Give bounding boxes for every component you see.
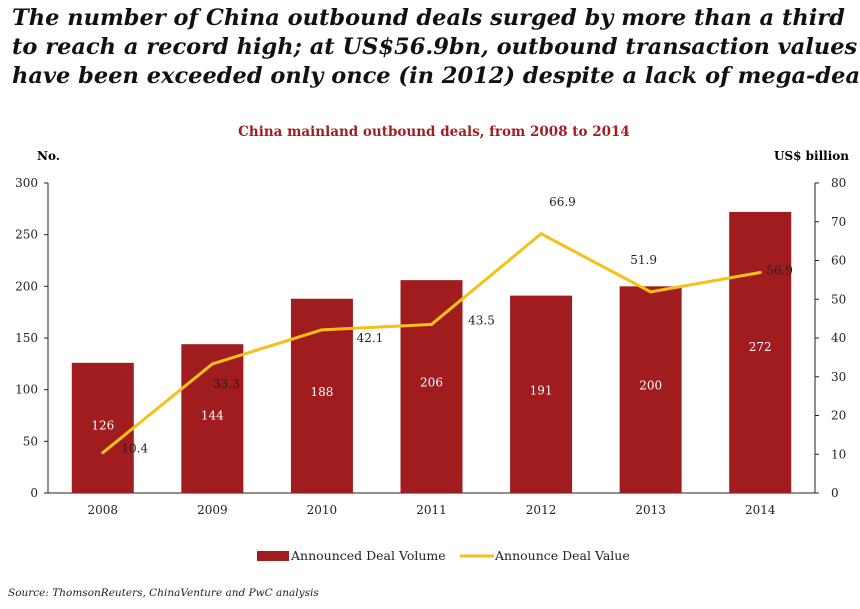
- headline-line-3: have been exceeded only once (in 2012) d…: [12, 63, 860, 89]
- line-series: [101, 232, 762, 455]
- legend-label-volume: Announced Deal Volume: [290, 548, 446, 563]
- source-note: Source: ThomsonReuters, ChinaVenture and…: [8, 587, 319, 599]
- legend-label-value: Announce Deal Value: [494, 548, 630, 563]
- bar: [71, 362, 134, 493]
- left-tick-label: 250: [15, 228, 38, 242]
- right-tick-label: 10: [831, 447, 846, 461]
- bar-value-label: 191: [530, 383, 553, 397]
- left-tick-label: 0: [30, 486, 38, 500]
- x-tick-label: 2012: [526, 503, 557, 517]
- line-point: [539, 232, 543, 236]
- line-value-label: 10.4: [121, 442, 148, 456]
- line-point: [430, 322, 433, 326]
- right-tick-label: 20: [831, 409, 846, 423]
- line-value-label: 33.3: [213, 377, 240, 391]
- legend-swatch-bar: [257, 551, 289, 561]
- left-axis-title: No.: [37, 149, 60, 163]
- legend: Announced Deal Volume Announce Deal Value: [257, 548, 630, 563]
- left-tick-label: 300: [15, 176, 38, 190]
- x-tick-label: 2010: [307, 503, 338, 517]
- bar: [181, 344, 244, 493]
- x-tick-label: 2013: [635, 503, 666, 517]
- right-tick-label: 60: [831, 254, 846, 268]
- right-tick-label: 0: [831, 486, 839, 500]
- left-tick-label: 100: [15, 383, 38, 397]
- right-axis-title: US$ billion: [774, 149, 849, 163]
- bar-value-label: 144: [201, 409, 224, 423]
- bar-value-label: 272: [749, 340, 772, 354]
- bar-value-label: 206: [420, 375, 443, 389]
- chart-title: China mainland outbound deals, from 2008…: [238, 124, 630, 140]
- bar-value-label: 200: [639, 379, 662, 393]
- line-value-label: 51.9: [630, 253, 657, 267]
- x-tick-label: 2009: [197, 503, 228, 517]
- left-tick-label: 150: [15, 331, 38, 345]
- bar: [510, 295, 573, 493]
- axes: 0 50 100 150 200 250 300 0 10 20 30 40 50 60 70 80 2008 2…: [15, 176, 846, 517]
- line-point: [758, 271, 762, 275]
- line-point: [320, 328, 324, 332]
- bar-value-label: 188: [310, 385, 333, 399]
- right-tick-label: 50: [831, 292, 846, 306]
- right-tick-label: 40: [831, 331, 846, 345]
- line-value-label: 42.1: [357, 331, 384, 345]
- line-point: [649, 290, 653, 294]
- x-tick-label: 2011: [416, 503, 447, 517]
- right-tick-label: 70: [831, 215, 846, 229]
- line-value-label: 66.9: [549, 195, 576, 209]
- left-tick-label: 200: [15, 279, 38, 293]
- bar-series: [71, 211, 792, 493]
- line-point: [210, 362, 214, 366]
- bar-value-label: 126: [91, 418, 114, 432]
- headline-line-1: The number of China outbound deals surge…: [12, 5, 845, 31]
- x-tick-label: 2014: [745, 503, 776, 517]
- line-value-label: 56.9: [766, 264, 793, 278]
- headline-line-2: to reach a record high; at US$56.9bn, ou…: [12, 34, 858, 60]
- bar: [729, 211, 792, 493]
- line-value-label: 43.5: [468, 313, 495, 327]
- chart: China mainland outbound deals, from 2008…: [15, 124, 849, 563]
- x-tick-label: 2008: [88, 503, 119, 517]
- data-labels: 126 144 188 206 191 200 272 10.4 33.3 42.1 43.5 66.…: [91, 195, 793, 456]
- bar: [619, 286, 682, 493]
- right-tick-label: 30: [831, 370, 846, 384]
- line-point: [101, 451, 105, 455]
- bar: [400, 280, 463, 493]
- right-tick-label: 80: [831, 176, 846, 190]
- left-tick-label: 50: [23, 434, 38, 448]
- headline: The number of China outbound deals surge…: [12, 4, 860, 91]
